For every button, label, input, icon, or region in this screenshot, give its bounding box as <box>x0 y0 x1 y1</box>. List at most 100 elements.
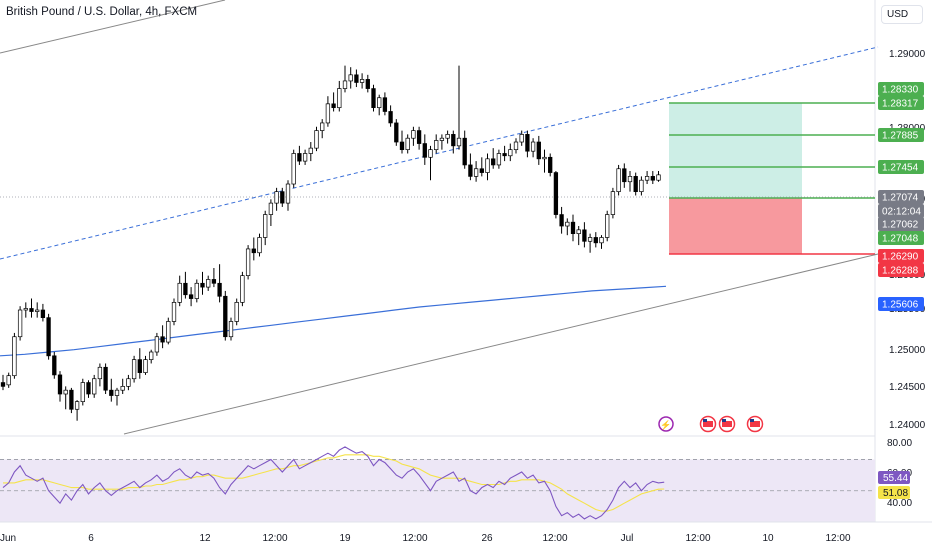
candle <box>468 164 473 177</box>
price-label: 1.27454 <box>882 163 919 174</box>
candle <box>610 191 616 215</box>
candle <box>57 374 63 395</box>
time-tick-label: 12 <box>199 533 211 544</box>
upper-trendline[interactable] <box>0 0 226 54</box>
candle <box>593 237 598 244</box>
candle <box>154 336 160 353</box>
candle <box>439 137 445 141</box>
flag-icon <box>703 421 713 427</box>
time-tick-label: 12:00 <box>262 533 287 544</box>
price-label: 1.27048 <box>882 234 919 245</box>
candle <box>126 378 131 387</box>
lower-trendline[interactable] <box>123 253 879 435</box>
candle <box>92 378 97 395</box>
candle <box>633 176 638 193</box>
price-label-bg <box>878 297 924 311</box>
candle <box>622 168 627 183</box>
currency-button[interactable]: USD <box>881 5 923 24</box>
candle <box>337 88 342 109</box>
rsi-ma-label-bg <box>878 486 910 499</box>
channel-dashed-line[interactable] <box>0 46 879 260</box>
candle <box>320 122 325 131</box>
candle <box>17 309 23 338</box>
candle <box>274 191 279 204</box>
candle <box>434 140 439 151</box>
price-label: 1.26290 <box>882 252 919 263</box>
time-axis[interactable]: Jun 6 12 12:00 19 12:00 26 12:00 Jul 12:00 10 12:00 <box>0 521 932 544</box>
candle <box>536 141 541 160</box>
candle <box>0 382 6 387</box>
candle <box>188 294 194 299</box>
candle <box>627 176 633 183</box>
candle <box>314 130 319 149</box>
candle <box>485 158 490 173</box>
rsi-value-label: 55.44 <box>883 473 908 484</box>
candle <box>308 147 313 154</box>
candle <box>23 308 28 311</box>
target-zone[interactable] <box>669 103 802 198</box>
candle <box>644 176 650 181</box>
candle <box>211 279 217 284</box>
price-tick-label: 1.24000 <box>889 420 926 431</box>
price-label-bg <box>878 190 924 204</box>
candle <box>291 153 296 185</box>
candle <box>519 134 524 143</box>
candle <box>302 153 308 162</box>
price-label-bg <box>878 231 924 245</box>
candle <box>496 153 502 166</box>
candle <box>479 168 484 173</box>
time-tick-label: 12:00 <box>402 533 427 544</box>
price-label-bg <box>878 204 924 218</box>
candle <box>559 214 564 227</box>
price-label-bg <box>878 160 924 174</box>
candle <box>103 366 108 391</box>
candle <box>416 130 422 144</box>
candle <box>285 183 291 204</box>
price-label-bg <box>878 128 924 142</box>
time-tick-label: 12:00 <box>542 533 567 544</box>
candle <box>331 103 336 109</box>
moving-average-line <box>0 285 667 357</box>
flag-canton-icon <box>722 419 726 422</box>
price-tick-label: 1.29000 <box>889 49 926 60</box>
candle <box>234 302 239 322</box>
candle <box>399 141 405 151</box>
candle <box>183 282 188 296</box>
lightning-event-icon[interactable] <box>658 416 674 432</box>
candle <box>428 149 433 158</box>
candle <box>206 279 211 288</box>
candle <box>97 366 103 380</box>
candle <box>217 282 222 297</box>
price-axis[interactable]: 1.290001.280001.270001.260001.255001.250… <box>887 49 926 509</box>
price-label: 1.27074 <box>882 193 919 204</box>
candle <box>456 137 462 147</box>
candle <box>29 308 34 312</box>
stop-zone[interactable] <box>669 198 802 254</box>
rsi-line <box>2 446 665 520</box>
price-label-bg <box>878 263 924 277</box>
candle <box>143 359 148 373</box>
candle <box>137 359 142 373</box>
candle <box>388 111 393 124</box>
candle <box>251 248 256 254</box>
candle <box>473 168 479 177</box>
candle <box>605 214 610 238</box>
candle <box>587 237 593 242</box>
candle <box>114 389 120 396</box>
price-labels: 55.44 51.08 1.28330 1.28317 1.27885 1.27454 1.… <box>878 82 924 499</box>
candle <box>576 229 581 235</box>
time-tick-label: Jul <box>621 533 634 544</box>
candle <box>12 336 17 377</box>
candle <box>411 130 416 139</box>
candle <box>451 134 456 147</box>
price-label-bg <box>878 217 924 231</box>
rsi-tick-label: 40.00 <box>887 498 912 509</box>
price-label-bg <box>878 82 924 96</box>
time-tick-label: 12:00 <box>825 533 850 544</box>
candle <box>86 382 91 395</box>
candle <box>508 149 513 157</box>
flag-canton-icon <box>750 419 754 422</box>
time-tick-label: 12:00 <box>685 533 710 544</box>
candle <box>194 282 199 299</box>
